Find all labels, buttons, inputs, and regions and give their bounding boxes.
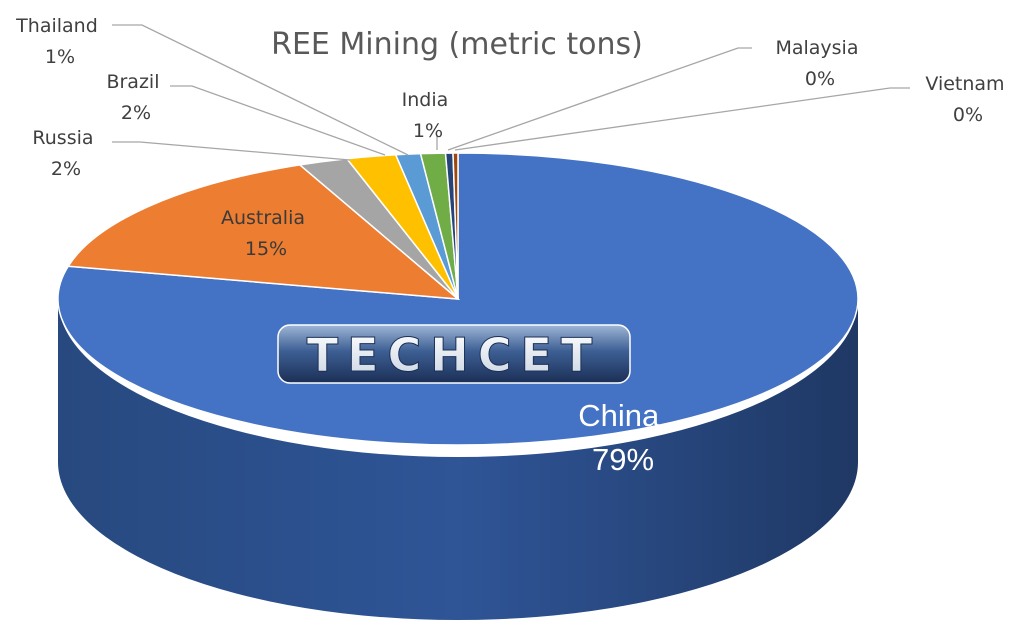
label-india: India 1% xyxy=(402,89,455,142)
label-thailand-value: 1% xyxy=(45,46,75,68)
leader-line-thailand xyxy=(112,24,409,156)
label-china-value: 79% xyxy=(592,442,654,477)
leader-lines xyxy=(112,24,910,161)
label-thailand: Thailand 1% xyxy=(15,15,104,68)
label-vietnam-name: Vietnam xyxy=(925,73,1004,95)
chart-title: REE Mining (metric tons) xyxy=(271,27,643,62)
label-china: China 79% xyxy=(578,398,668,477)
watermark-text: TECHCET xyxy=(307,328,602,382)
label-brazil-name: Brazil xyxy=(106,71,159,93)
label-russia: Russia 2% xyxy=(32,127,99,180)
leader-line-brazil xyxy=(170,85,386,156)
label-india-value: 1% xyxy=(413,120,443,142)
label-australia: Australia 15% xyxy=(221,207,311,260)
watermark-plate xyxy=(277,324,631,384)
label-australia-value: 15% xyxy=(245,238,287,260)
pie-slices xyxy=(57,152,859,446)
label-vietnam-value: 0% xyxy=(953,104,983,126)
label-brazil: Brazil 2% xyxy=(106,71,165,124)
label-vietnam: Vietnam 0% xyxy=(925,73,1010,126)
leader-line-malaysia xyxy=(447,47,752,151)
label-russia-name: Russia xyxy=(32,127,93,149)
label-thailand-name: Thailand xyxy=(15,15,98,37)
label-malaysia-name: Malaysia xyxy=(775,37,858,59)
label-russia-value: 2% xyxy=(51,158,81,180)
pie-slice-vietnam xyxy=(452,152,459,300)
techcet-watermark: TECHCET xyxy=(277,324,631,384)
label-china-name: China xyxy=(578,398,660,433)
data-labels: Thailand 1% Brazil 2% Russia 2% India 1%… xyxy=(15,15,1010,477)
label-australia-name: Australia xyxy=(221,207,305,229)
pie-side-wall xyxy=(58,299,858,620)
label-india-name: India xyxy=(402,89,449,111)
leader-line-russia xyxy=(112,141,351,161)
label-malaysia: Malaysia 0% xyxy=(775,37,864,90)
pie-slice-australia xyxy=(66,164,461,300)
label-malaysia-value: 0% xyxy=(805,68,835,90)
leader-line-vietnam xyxy=(454,87,910,151)
label-brazil-value: 2% xyxy=(121,102,151,124)
